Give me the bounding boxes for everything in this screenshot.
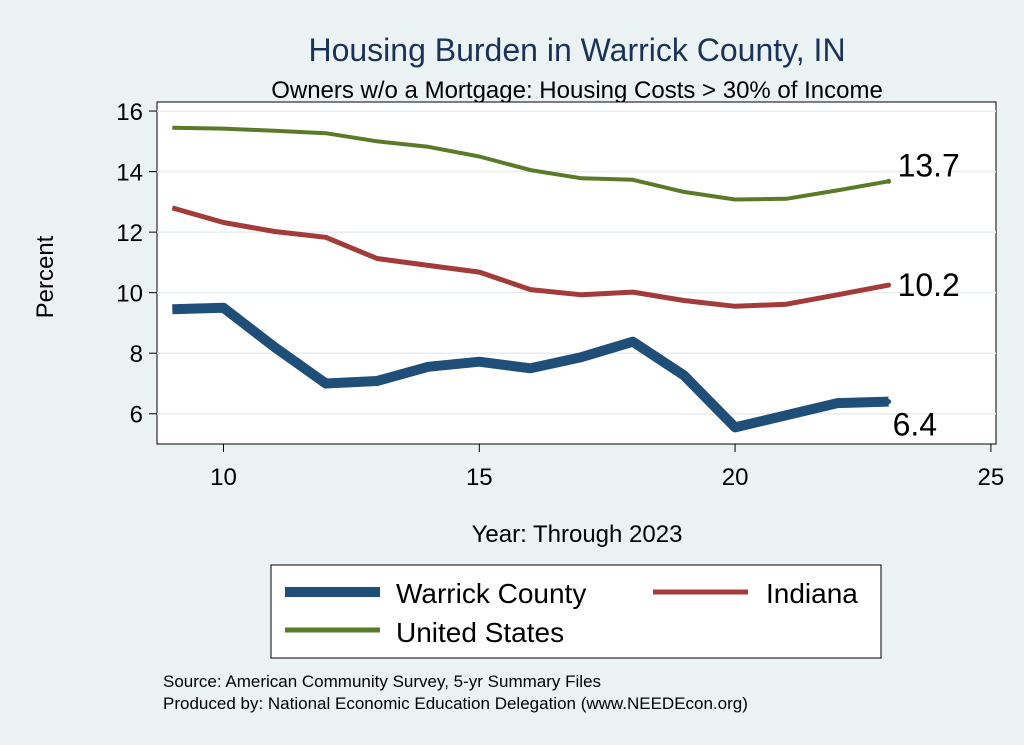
x-tick-label: 15 — [466, 464, 493, 491]
y-axis-title: Percent — [32, 235, 59, 318]
series-line-united-states — [172, 125, 889, 202]
y-tick-label: 16 — [116, 99, 143, 126]
y-tick-label: 14 — [116, 160, 143, 187]
source-line-1: Source: American Community Survey, 5-yr … — [163, 672, 601, 691]
series-line-warrick-county — [172, 302, 889, 433]
legend-box — [270, 564, 882, 659]
chart-title: Housing Burden in Warrick County, IN — [308, 32, 845, 68]
end-label-united-states: 13.7 — [898, 147, 960, 183]
end-label-warrick-county: 6.4 — [893, 407, 937, 443]
legend-label-united-states: United States — [396, 617, 564, 648]
x-axis-title: Year: Through 2023 — [472, 521, 683, 548]
y-tick-label: 10 — [116, 281, 143, 308]
axes: 6 8 10 12 14 16 10 15 20 25 — [116, 99, 1004, 491]
y-tick-label: 6 — [130, 402, 143, 429]
x-tick-label: 20 — [722, 464, 749, 491]
end-label-indiana: 10.2 — [898, 267, 960, 303]
source-line-2: Produced by: National Economic Education… — [163, 694, 748, 713]
series-end-point-indiana — [886, 282, 892, 288]
y-tick-label: 8 — [130, 341, 143, 368]
y-tick-label: 12 — [116, 220, 143, 247]
plot-area — [156, 101, 997, 445]
chart-subtitle: Owners w/o a Mortgage: Housing Costs > 3… — [271, 77, 883, 104]
series-end-point-united-states — [886, 178, 892, 184]
x-tick-label: 10 — [210, 464, 237, 491]
end-labels: 6.4 10.2 13.7 — [893, 147, 960, 442]
legend-label-indiana: Indiana — [766, 578, 858, 609]
legend-label-warrick-county: Warrick County — [396, 578, 586, 609]
series-line-indiana — [171, 205, 890, 309]
legend: Warrick County Indiana United States — [270, 564, 882, 659]
series-end-point-warrick-county — [886, 399, 892, 405]
series-lines — [171, 125, 892, 433]
x-tick-label: 25 — [978, 464, 1005, 491]
